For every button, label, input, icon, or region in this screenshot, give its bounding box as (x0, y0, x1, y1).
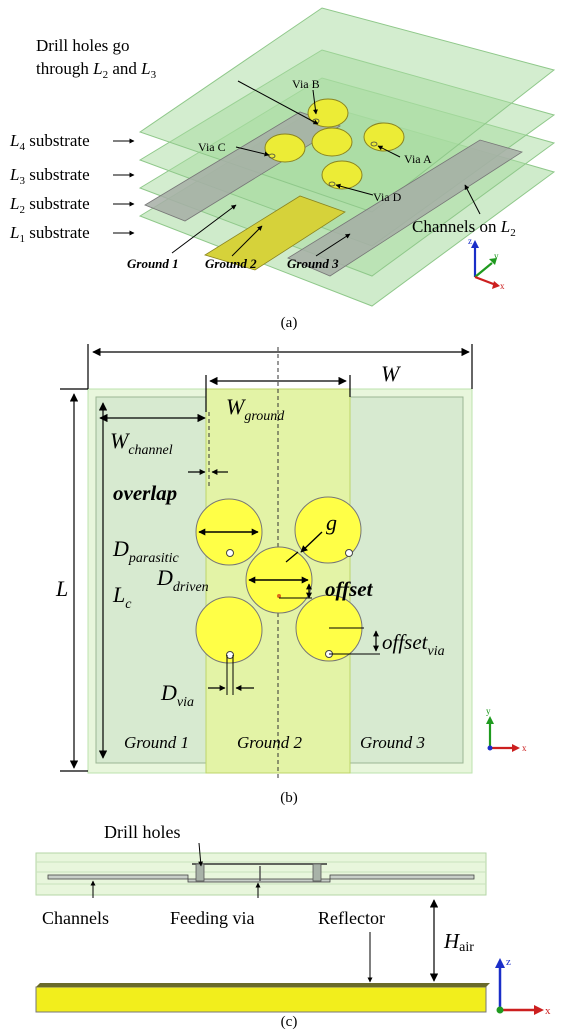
ground-layer-left (47, 874, 189, 880)
lc-label: Lc (112, 582, 132, 612)
drill-holes-arrow-c (198, 842, 204, 867)
via-b-label: Via B (292, 77, 320, 91)
patch-driven (311, 127, 353, 157)
via-a-label: Via A (404, 152, 432, 166)
caption-b: (b) (280, 790, 298, 806)
patch-bottom-left (195, 596, 263, 664)
d-parasitic-label: Dparasitic (112, 536, 179, 566)
ground-1-arrow (171, 204, 237, 254)
drill-holes-label-c: Drill holes (104, 822, 181, 842)
reflector-top-face (36, 983, 490, 987)
d-via-label: Dvia (160, 680, 194, 710)
d-driven-label: Ddriven (156, 565, 209, 595)
drill-holes-label-line1: Drill holes go (36, 36, 130, 55)
svg-text:y: y (486, 706, 491, 716)
patch-top-right (294, 496, 362, 564)
channels-label-c: Channels (42, 908, 109, 928)
via-d-arrow (335, 183, 374, 196)
ground-3-label-b: Ground 3 (360, 733, 425, 752)
channels-label: Channels on L2 (412, 217, 516, 239)
reflector-label: Reflector (318, 908, 385, 928)
ground-2-label-b: Ground 2 (237, 733, 303, 752)
l-label: L (55, 576, 68, 601)
via-c-label: Via C (198, 140, 226, 154)
caption-a: (a) (281, 315, 298, 331)
overlap-label: overlap (113, 481, 177, 505)
drill-holes-arrow (237, 80, 319, 125)
ground-2-plate (204, 195, 346, 271)
ground-3-plate (287, 139, 523, 277)
reflector-plate (35, 986, 487, 1013)
offset-via-label: offsetvia (382, 630, 445, 659)
ground-layer-right (329, 874, 475, 880)
l2-substrate-label: L2 substrate (9, 194, 90, 216)
panel-c: Drill holes Channels Feeding via Reflect… (35, 822, 551, 1030)
w-ground-label: Wground (226, 394, 285, 424)
l4-substrate-label: L4 substrate (9, 131, 90, 153)
axis-triad-a: z y x (468, 236, 505, 291)
via-c-arrow (235, 146, 270, 157)
ground-1-label-b: Ground 1 (124, 733, 189, 752)
l1-substrate-label: L1 substrate (9, 223, 90, 245)
g-arrow (300, 531, 323, 553)
axis-triad-c: z x (495, 956, 551, 1017)
ground-layer-center (187, 878, 331, 883)
via-hole (370, 141, 378, 147)
feed-point (277, 594, 281, 598)
svg-text:x: x (545, 1005, 551, 1017)
substrate-stack (35, 852, 487, 896)
svg-text:y: y (494, 251, 499, 261)
patches (264, 98, 405, 190)
ground-3-label: Ground 3 (287, 256, 339, 271)
via-hole (226, 549, 234, 557)
feeding-via-label: Feeding via (170, 908, 254, 928)
w-label: W (381, 361, 401, 386)
svg-text:z: z (506, 956, 511, 968)
via-hole (226, 651, 234, 659)
g-arrow-inner (285, 551, 299, 563)
axis-triad-b: y x (486, 706, 527, 753)
channels-arrow (464, 184, 481, 215)
via-hole (328, 181, 336, 187)
g-label: g (326, 510, 337, 535)
ground-1-region (95, 396, 210, 764)
caption-c: (c) (281, 1014, 298, 1030)
ground-2-arrow (231, 225, 263, 257)
drill-holes-label-line2: through L2 and L3 (36, 59, 157, 81)
patch-via-a (363, 122, 405, 152)
via-hole (345, 549, 353, 557)
ground-3-region (339, 396, 464, 764)
l3-substrate-label: L3 substrate (9, 165, 90, 187)
via-d-label: Via D (373, 190, 402, 204)
via-b-arrow (312, 89, 318, 115)
patch-via-d (321, 160, 363, 190)
h-air-label: Hair (443, 929, 474, 955)
drill-hole-left (195, 863, 205, 882)
panel-a: Drill holes go through L2 and L3 L4 subs… (9, 7, 556, 331)
panel-b: W Wground Wchannel overlap L Lc Dparasit… (55, 344, 527, 806)
via-a-arrow (377, 145, 401, 158)
offset-label: offset (325, 577, 374, 601)
svg-text:x: x (522, 743, 527, 753)
svg-text:x: x (500, 281, 505, 291)
ground-1-label: Ground 1 (127, 256, 179, 271)
ground-3-arrow (315, 233, 351, 257)
svg-text:z: z (468, 236, 472, 246)
ground-2-label: Ground 2 (205, 256, 257, 271)
drill-hole-right (312, 863, 322, 882)
w-channel-label: Wchannel (110, 428, 173, 458)
